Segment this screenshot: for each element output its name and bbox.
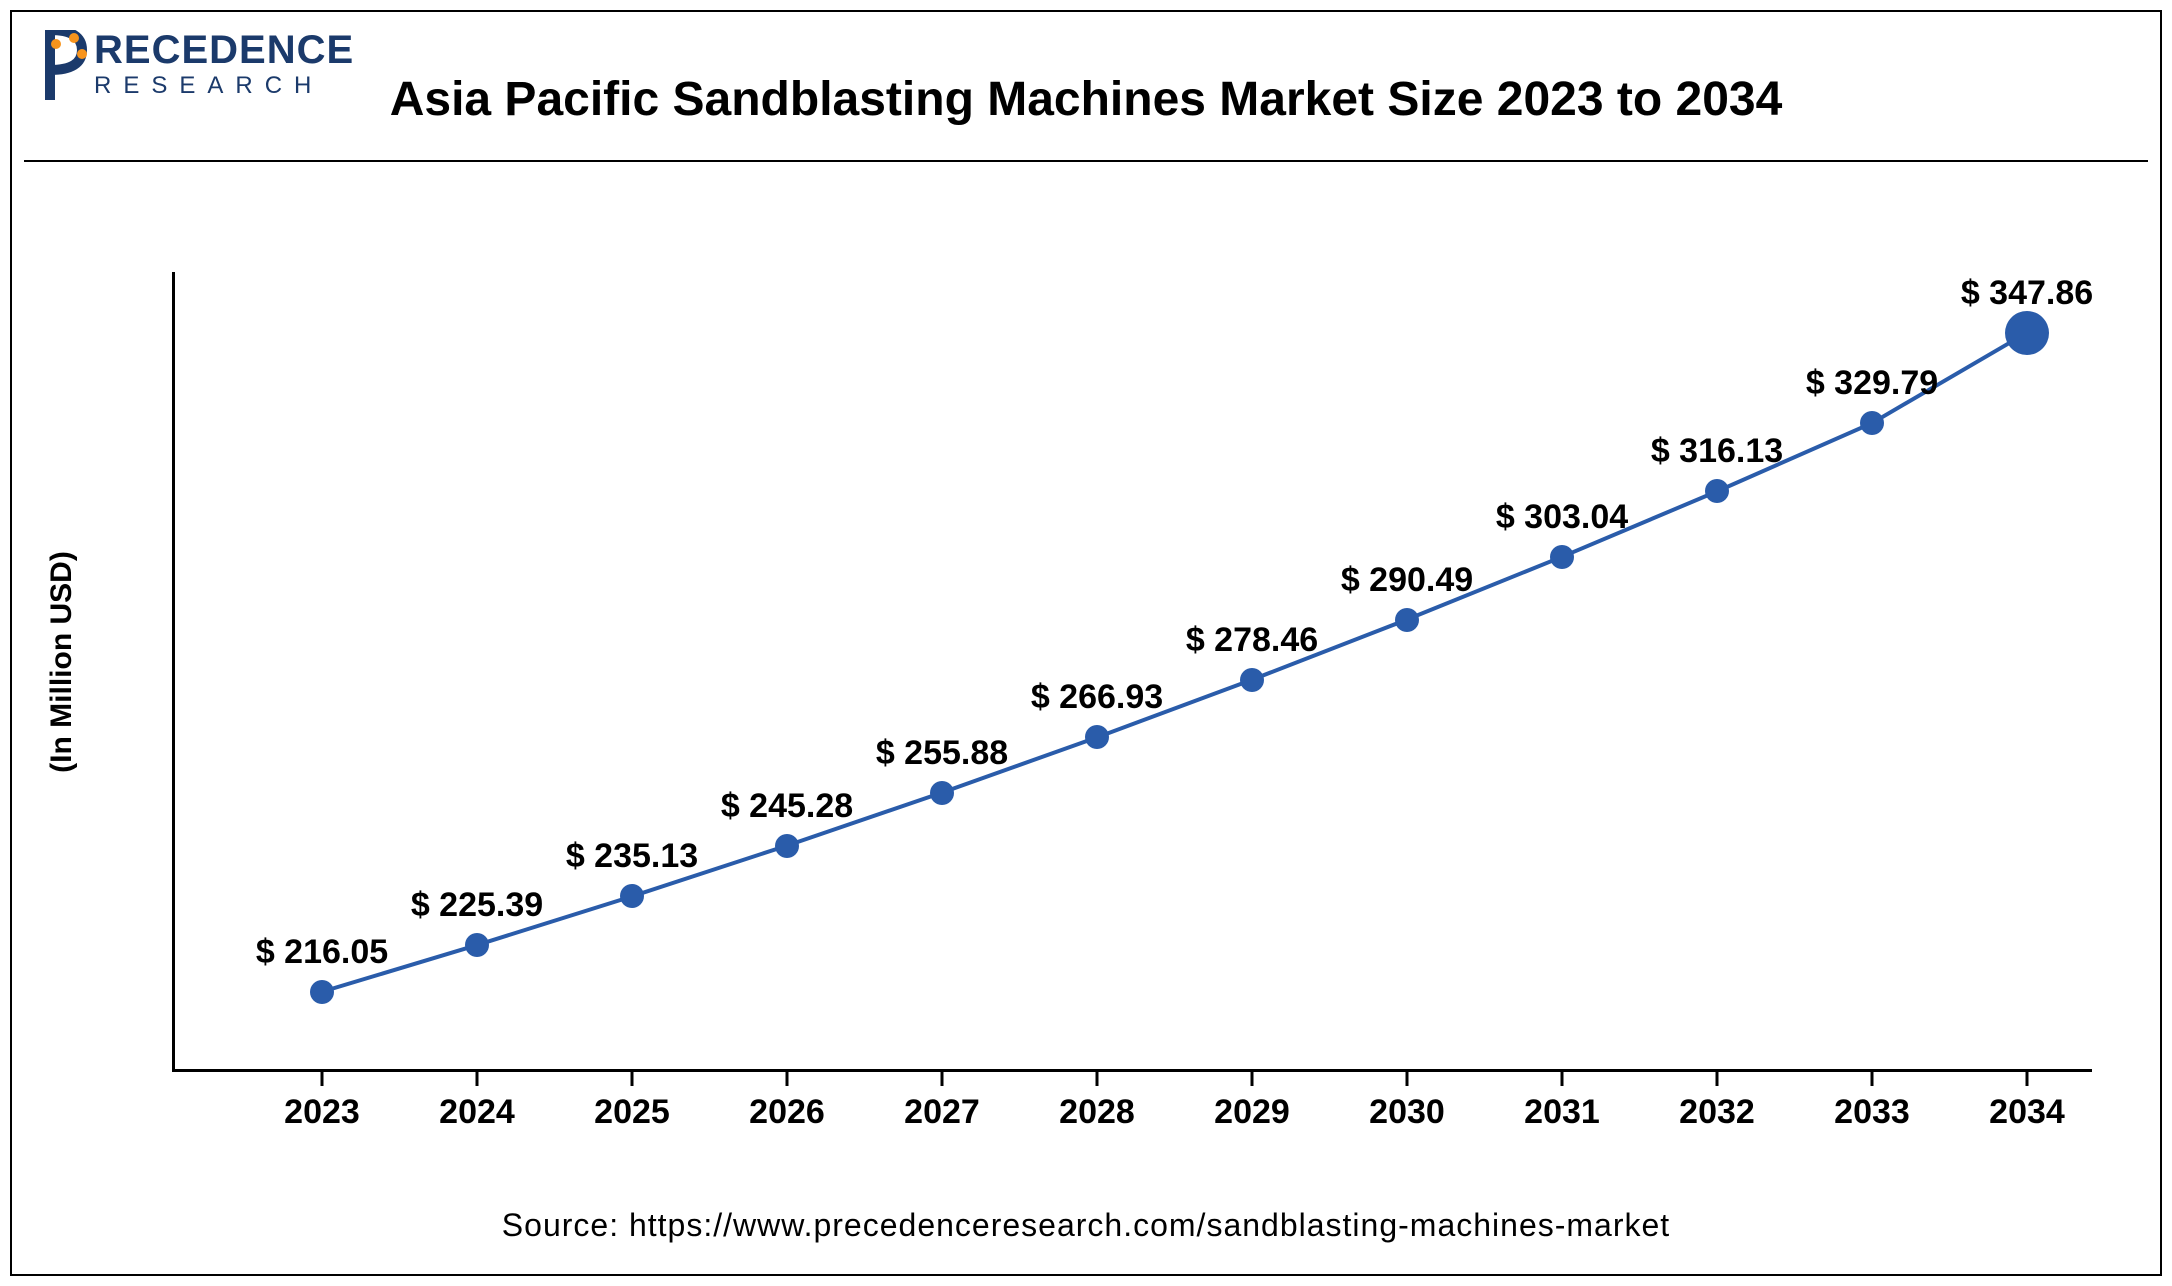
data-point	[1705, 479, 1729, 503]
data-point-label: $ 278.46	[1186, 621, 1318, 660]
data-point-label: $ 235.13	[566, 837, 698, 876]
logo-main-text: RECEDENCE	[94, 30, 354, 70]
data-point-label: $ 245.28	[721, 787, 853, 826]
data-point-label: $ 255.88	[876, 734, 1008, 773]
data-point	[465, 933, 489, 957]
data-point	[2005, 311, 2049, 355]
x-tick-label: 2028	[1059, 1093, 1135, 1132]
y-axis-label: (In Million USD)	[45, 551, 79, 773]
data-point-label: $ 329.79	[1806, 364, 1938, 403]
x-tick-label: 2025	[594, 1093, 670, 1132]
x-tick-label: 2034	[1989, 1093, 2065, 1132]
plot-region: 2023$ 216.052024$ 225.392025$ 235.132026…	[172, 272, 2092, 1072]
data-point	[1085, 725, 1109, 749]
x-tick-mark	[321, 1072, 324, 1086]
x-tick-mark	[2026, 1072, 2029, 1086]
x-tick-mark	[1561, 1072, 1564, 1086]
data-point-label: $ 225.39	[411, 886, 543, 925]
source-text: Source: https://www.precedenceresearch.c…	[12, 1207, 2160, 1244]
data-point-label: $ 316.13	[1651, 432, 1783, 471]
data-point	[930, 781, 954, 805]
x-tick-mark	[1096, 1072, 1099, 1086]
x-tick-label: 2033	[1834, 1093, 1910, 1132]
chart-title: Asia Pacific Sandblasting Machines Marke…	[12, 72, 2160, 127]
data-point	[775, 834, 799, 858]
title-divider	[24, 160, 2148, 162]
data-point-label: $ 216.05	[256, 933, 388, 972]
chart-area: (In Million USD) 2023$ 216.052024$ 225.3…	[72, 212, 2112, 1112]
line-series	[172, 272, 2092, 1072]
data-point	[310, 980, 334, 1004]
x-tick-label: 2030	[1369, 1093, 1445, 1132]
x-tick-mark	[786, 1072, 789, 1086]
x-tick-label: 2027	[904, 1093, 980, 1132]
x-tick-mark	[1871, 1072, 1874, 1086]
data-point-label: $ 266.93	[1031, 678, 1163, 717]
x-tick-label: 2029	[1214, 1093, 1290, 1132]
x-tick-mark	[1251, 1072, 1254, 1086]
x-tick-label: 2031	[1524, 1093, 1600, 1132]
data-point-label: $ 347.86	[1961, 274, 2093, 313]
data-point	[1395, 608, 1419, 632]
data-point	[1550, 545, 1574, 569]
x-tick-label: 2023	[284, 1093, 360, 1132]
data-point	[620, 884, 644, 908]
x-tick-mark	[1716, 1072, 1719, 1086]
data-point	[1860, 411, 1884, 435]
data-point-label: $ 290.49	[1341, 561, 1473, 600]
x-tick-label: 2032	[1679, 1093, 1755, 1132]
data-point	[1240, 668, 1264, 692]
x-tick-mark	[941, 1072, 944, 1086]
x-tick-mark	[476, 1072, 479, 1086]
x-tick-label: 2026	[749, 1093, 825, 1132]
x-tick-mark	[631, 1072, 634, 1086]
x-tick-mark	[1406, 1072, 1409, 1086]
data-point-label: $ 303.04	[1496, 498, 1628, 537]
chart-frame: RECEDENCE RESEARCH Asia Pacific Sandblas…	[10, 10, 2162, 1276]
x-tick-label: 2024	[439, 1093, 515, 1132]
